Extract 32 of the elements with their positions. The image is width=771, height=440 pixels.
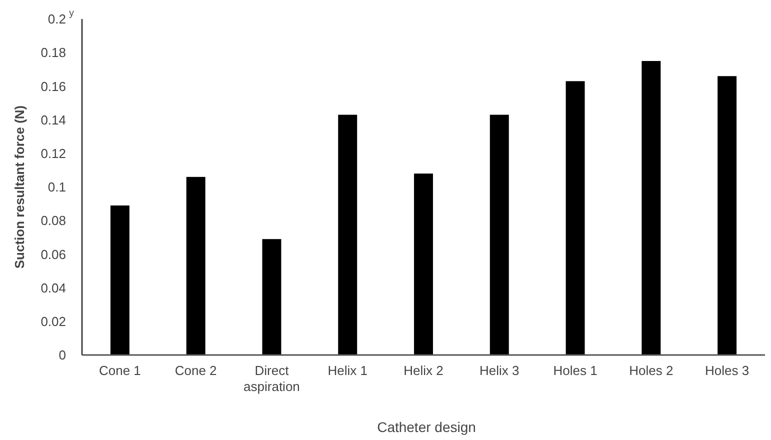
y-axis-title: Suction resultant force (N) <box>12 105 27 269</box>
bar <box>110 205 130 355</box>
x-tick-label: Holes 1 <box>553 363 598 378</box>
x-tick-label: Direct aspiration <box>244 363 300 394</box>
bar <box>338 114 358 355</box>
y-tick-label: 0.2 <box>48 12 66 27</box>
bar <box>642 61 661 355</box>
x-tick-label: Holes 3 <box>705 363 750 378</box>
y-tick-label: 0.04 <box>40 280 66 296</box>
bar <box>186 176 206 355</box>
x-tick-label: Helix 3 <box>480 363 520 378</box>
y-tick-label: 0.08 <box>40 213 66 228</box>
bar <box>490 114 509 355</box>
y-tick-label: 0.02 <box>40 314 66 329</box>
x-axis-title: Catheter design <box>377 419 476 435</box>
bar <box>414 174 433 355</box>
y-tick-label: 0.12 <box>40 146 66 161</box>
y-tick-label: 0 <box>58 348 66 363</box>
x-tick-label: Holes 2 <box>629 363 674 378</box>
text: y <box>69 8 74 19</box>
y-tick-label: 0.06 <box>40 246 66 262</box>
x-tick-label: Cone 1 <box>98 363 141 378</box>
x-tick-label: Cone 2 <box>174 363 217 378</box>
y-tick-label: 0.1 <box>48 180 66 195</box>
y-tick-label: 0.14 <box>40 112 66 128</box>
x-tick-label: Helix 2 <box>404 363 444 378</box>
x-tick-label: Helix 1 <box>328 363 368 378</box>
bar <box>262 239 282 355</box>
bar <box>718 76 737 355</box>
bar <box>566 81 585 355</box>
y-tick-label: 0.16 <box>40 78 66 94</box>
y-tick-label: 0.18 <box>40 45 66 60</box>
